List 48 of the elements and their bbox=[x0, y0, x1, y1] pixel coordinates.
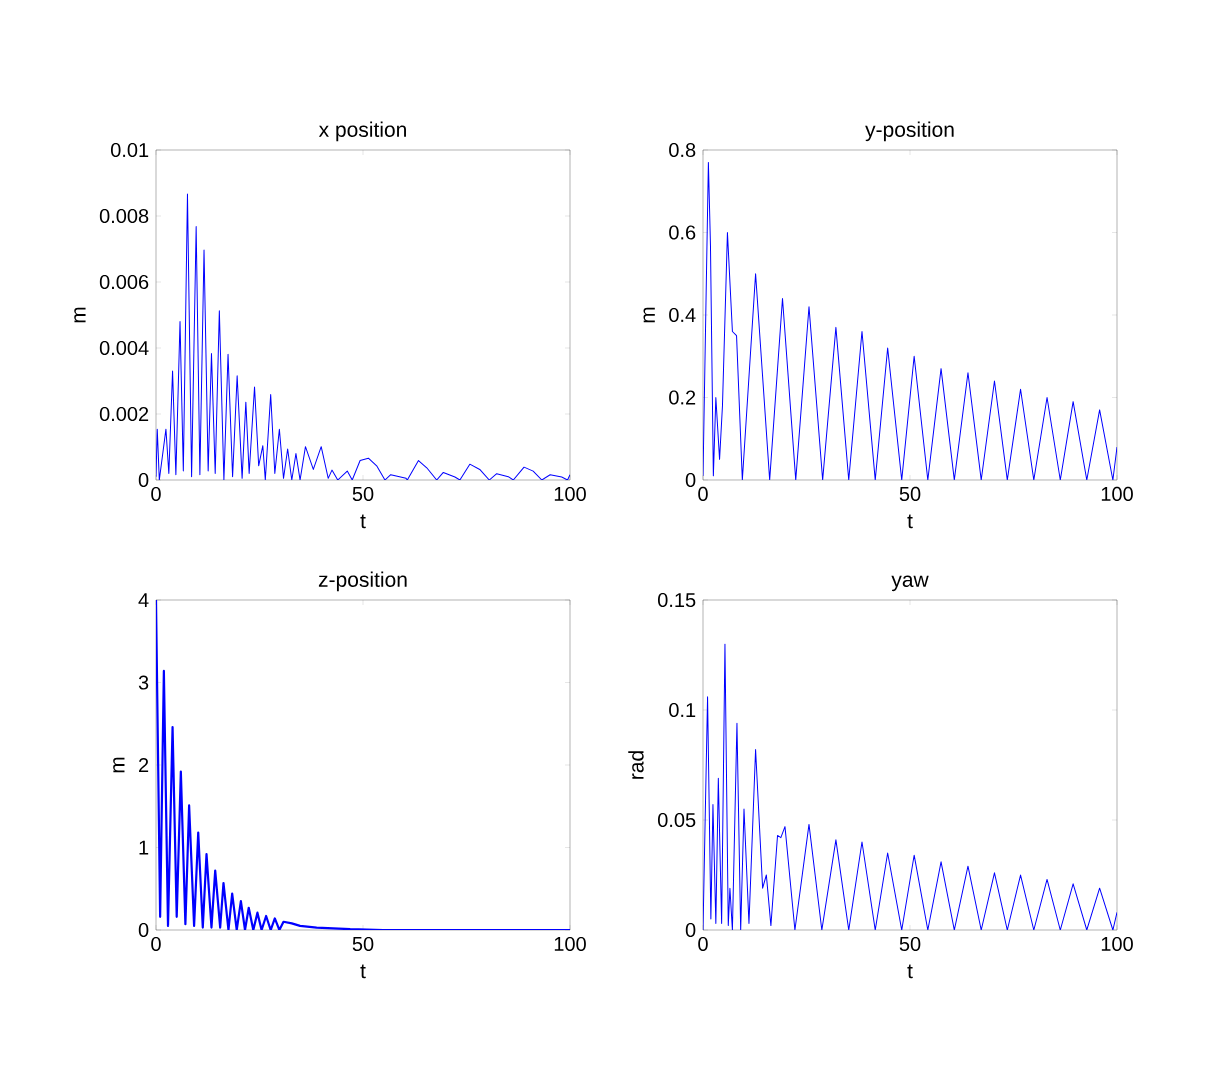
y-axis-title: m bbox=[113, 757, 125, 773]
x-tick-label: 50 bbox=[352, 486, 374, 502]
y-tick-label: 0 bbox=[138, 922, 149, 938]
x-axis-title: t bbox=[907, 514, 913, 529]
y-tick-label: 0.6 bbox=[669, 225, 696, 240]
line-series bbox=[703, 161, 1118, 480]
y-tick-label: 0.4 bbox=[669, 307, 696, 323]
x-axis-title: t bbox=[360, 514, 366, 529]
x-tick-label: 0 bbox=[151, 936, 161, 952]
y-tick-label: 0.008 bbox=[99, 208, 149, 224]
y-tick-label: 0.15 bbox=[658, 592, 696, 608]
y-tick-label: 0.8 bbox=[669, 142, 696, 158]
x-axis-title: t bbox=[907, 964, 913, 979]
y-tick-label: 0 bbox=[138, 472, 149, 488]
y-tick-label: 0.004 bbox=[99, 340, 149, 356]
x-tick-label: 50 bbox=[899, 936, 921, 952]
chart-title: z-position bbox=[318, 571, 407, 592]
line-series bbox=[156, 600, 571, 931]
x-tick-label: 0 bbox=[698, 486, 708, 502]
x-tick-label: 0 bbox=[151, 486, 161, 502]
y-axis-title: m bbox=[643, 307, 655, 323]
y-tick-label: 4 bbox=[138, 593, 149, 607]
x-tick-label: 100 bbox=[1101, 936, 1133, 952]
line-series bbox=[703, 643, 1118, 931]
x-tick-label: 50 bbox=[352, 936, 374, 952]
chart-title: y-position bbox=[865, 121, 954, 142]
x-tick-label: 50 bbox=[899, 486, 921, 502]
y-tick-label: 2 bbox=[139, 758, 149, 772]
x-tick-label: 0 bbox=[698, 936, 708, 952]
y-tick-label: 0.006 bbox=[99, 274, 149, 290]
y-tick-label: 0 bbox=[685, 472, 696, 488]
y-tick-label: 0.002 bbox=[99, 406, 149, 422]
x-tick-label: 100 bbox=[554, 486, 586, 502]
y-tick-label: 0.2 bbox=[669, 390, 696, 405]
line-series bbox=[156, 193, 570, 481]
chart-title: x position bbox=[318, 121, 406, 142]
x-axis-title: t bbox=[360, 964, 366, 979]
y-tick-label: 0.1 bbox=[669, 702, 696, 718]
y-tick-label: 0 bbox=[685, 922, 696, 938]
y-tick-label: 3 bbox=[138, 675, 149, 690]
y-tick-label: 0.05 bbox=[658, 812, 696, 828]
chart-title: yaw bbox=[891, 575, 929, 592]
y-tick-label: 1 bbox=[139, 840, 149, 855]
x-tick-label: 100 bbox=[554, 936, 586, 952]
y-axis-title: rad bbox=[628, 751, 644, 779]
y-tick-label: 0.01 bbox=[110, 142, 149, 158]
y-axis-title: m bbox=[74, 307, 86, 323]
x-tick-label: 100 bbox=[1101, 486, 1133, 502]
